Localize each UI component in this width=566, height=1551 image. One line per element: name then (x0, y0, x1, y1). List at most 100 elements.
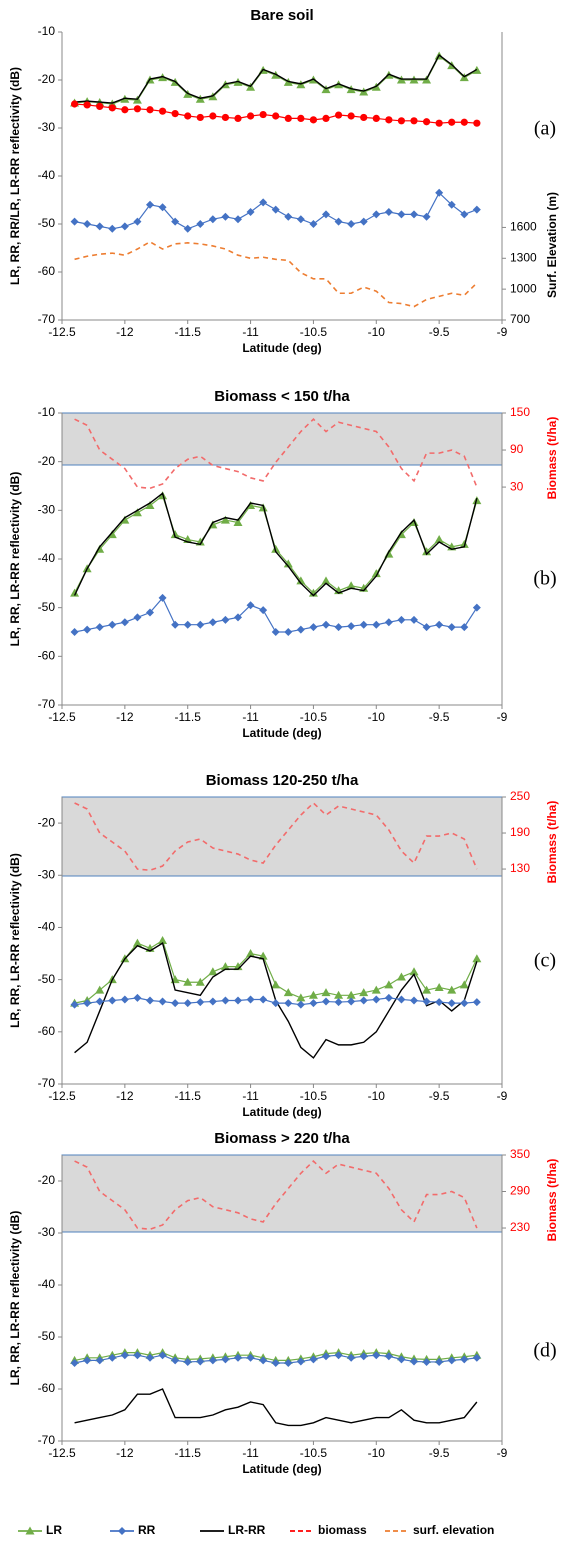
circle-marker (397, 117, 406, 125)
diamond-marker (95, 997, 104, 1006)
diamond-marker (146, 1353, 154, 1362)
diamond-marker (221, 996, 230, 1005)
y-tick-label: -50 (38, 972, 56, 986)
diamond-marker (158, 997, 167, 1006)
diamond-marker (171, 1356, 180, 1365)
series-line (74, 494, 478, 594)
triangle-marker (25, 1526, 35, 1535)
diamond-marker (208, 1356, 217, 1365)
circle-marker (246, 112, 255, 120)
y2-tick-label: 230 (510, 1220, 530, 1234)
diamond-marker (120, 995, 129, 1004)
diamond-marker (410, 1357, 418, 1366)
circle-marker (385, 116, 393, 124)
diamond-marker (372, 1351, 381, 1360)
y-tick-label: -70 (38, 697, 56, 711)
legend-label: RR (138, 1523, 156, 1537)
y2-tick-label: 190 (510, 825, 530, 839)
y-tick-label: -50 (38, 1329, 56, 1343)
diamond-marker (472, 1353, 481, 1362)
y-tick-label: -30 (38, 867, 56, 881)
diamond-marker (284, 1359, 293, 1367)
triangle-marker (346, 990, 356, 999)
diamond-marker (118, 1527, 126, 1535)
y-tick-label: -10 (38, 405, 56, 419)
circle-marker (410, 117, 418, 125)
x-tick-label: -12 (116, 1089, 134, 1103)
diamond-marker (447, 999, 456, 1008)
diamond-marker (246, 995, 255, 1004)
y-tick-label: -40 (38, 1277, 56, 1291)
diamond-marker (347, 1353, 356, 1362)
circle-marker (146, 106, 154, 114)
triangle-marker (359, 988, 369, 997)
y-tick-label: -20 (38, 815, 56, 829)
diamond-marker (221, 1355, 230, 1364)
panel-label: (b) (533, 568, 556, 590)
y-tick-label: -60 (38, 264, 56, 278)
diamond-marker (410, 210, 418, 219)
circle-marker (347, 112, 355, 120)
diamond-marker (208, 997, 217, 1006)
x-tick-label: -11.5 (174, 1446, 201, 1460)
legend-label: biomass (318, 1523, 367, 1537)
diamond-marker (334, 217, 343, 226)
diamond-marker (158, 203, 167, 212)
y2-tick-label: 700 (510, 312, 530, 326)
diamond-marker (447, 200, 456, 209)
diamond-marker (70, 628, 79, 636)
diamond-marker (196, 620, 205, 629)
x-tick-label: -9 (497, 1446, 508, 1460)
diamond-marker (171, 999, 180, 1008)
triangle-marker (434, 982, 444, 991)
diamond-marker (183, 620, 192, 629)
diamond-marker (208, 618, 217, 627)
x-tick-label: -11 (242, 1446, 259, 1460)
circle-marker (473, 119, 481, 127)
series-line (73, 492, 478, 597)
diamond-marker (183, 1357, 192, 1366)
diamond-marker (435, 188, 444, 197)
y2-axis-label: Surf. Elevation (m) (545, 192, 559, 298)
diamond-marker (259, 198, 268, 207)
diamond-marker (183, 999, 192, 1008)
legend-label: LR (46, 1523, 62, 1537)
y2-tick-label: 1600 (510, 220, 537, 234)
circle-marker (221, 113, 230, 122)
diamond-marker (384, 993, 393, 1002)
diamond-marker (158, 593, 167, 602)
triangle-marker (283, 988, 293, 997)
diamond-marker (83, 625, 92, 634)
x-tick-label: -9 (497, 325, 508, 339)
triangle-marker (246, 949, 256, 958)
circle-marker (272, 112, 280, 120)
panel-label: (c) (534, 950, 556, 972)
triangle-marker (447, 985, 457, 994)
circle-marker (372, 114, 380, 122)
triangle-marker (334, 990, 344, 999)
diamond-marker (271, 1359, 280, 1367)
y2-axis-label: Biomass (t/ha) (545, 417, 559, 500)
circle-marker (422, 118, 431, 126)
circle-marker (334, 111, 343, 119)
triangle-marker (283, 559, 293, 568)
diamond-marker (83, 1356, 92, 1365)
triangle-marker (396, 972, 406, 981)
triangle-marker (70, 588, 80, 597)
diamond-marker (296, 625, 305, 634)
y-axis-label: LR, RR, LR-RR reflectivity (dB) (8, 853, 22, 1028)
x-tick-label: -12.5 (48, 1446, 76, 1460)
circle-marker (171, 110, 179, 118)
y-tick-label: -40 (38, 920, 56, 934)
triangle-marker (233, 518, 243, 526)
diamond-marker (397, 1355, 406, 1364)
diamond-marker (410, 615, 418, 624)
diamond-marker (158, 1351, 167, 1360)
diamond-marker (334, 1351, 343, 1360)
x-tick-label: -10.5 (300, 710, 328, 724)
diamond-marker (146, 996, 154, 1005)
triangle-marker (296, 576, 306, 585)
diamond-marker (108, 996, 117, 1005)
diamond-marker (322, 620, 330, 629)
diamond-marker (271, 999, 280, 1008)
